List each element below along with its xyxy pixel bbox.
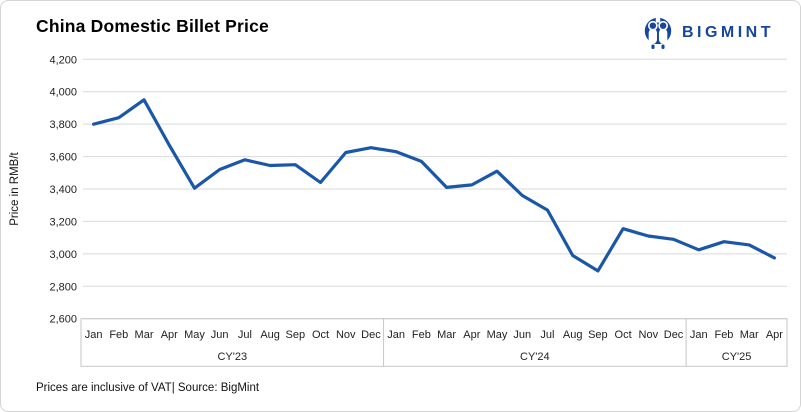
x-month-label: Aug (260, 329, 280, 341)
x-month-label: Jun (513, 329, 531, 341)
source-footnote: Prices are inclusive of VAT| Source: Big… (36, 382, 260, 394)
y-axis-title: Price in RMB/t (9, 151, 21, 225)
x-month-label: Apr (766, 329, 783, 341)
chart-title: China Domestic Billet Price (36, 16, 269, 36)
x-month-label: Mar (740, 329, 759, 341)
bigmint-logo-icon (644, 17, 672, 49)
x-month-label: Dec (361, 329, 381, 341)
x-month-label: Feb (109, 329, 128, 341)
x-month-label: Jan (387, 329, 405, 341)
x-month-label: Mar (135, 329, 154, 341)
bigmint-logo-text: BIGMINT (681, 24, 774, 41)
y-tick-label: 2,600 (49, 314, 77, 326)
x-year-label: CY'23 (217, 351, 247, 363)
y-tick-label: 3,400 (49, 184, 77, 196)
x-month-label: Feb (412, 329, 431, 341)
x-month-label: Dec (664, 329, 684, 341)
x-month-label: Apr (161, 329, 178, 341)
x-month-label: Oct (312, 329, 329, 341)
x-year-label: CY'25 (722, 351, 752, 363)
y-tick-labels: 2,600 2,800 3,000 3,200 3,400 3,600 3,800 4,000… (49, 54, 77, 325)
x-month-label: Nov (639, 329, 659, 341)
x-month-label: Jul (540, 329, 554, 341)
x-month-label: Feb (714, 329, 733, 341)
x-month-label: Jul (238, 329, 252, 341)
y-tick-label: 3,600 (49, 152, 77, 164)
y-tick-label: 3,200 (49, 216, 77, 228)
y-tick-label: 3,000 (49, 249, 77, 261)
x-month-label: Nov (336, 329, 356, 341)
billet-price-line (91, 98, 777, 273)
y-gridlines (83, 58, 787, 320)
x-axis-frame (80, 318, 788, 367)
x-month-label: May (487, 329, 508, 341)
x-year-label: CY'24 (520, 351, 550, 363)
x-year-labels: CY'23 CY'24 CY'25 (217, 351, 751, 363)
x-month-label: Mar (437, 329, 456, 341)
x-month-label: Jan (690, 329, 708, 341)
y-tick-label: 4,000 (49, 87, 77, 99)
x-month-label: Sep (286, 329, 306, 341)
x-month-label: Aug (563, 329, 583, 341)
x-month-label: Sep (588, 329, 608, 341)
y-tick-label: 3,800 (49, 119, 77, 131)
bigmint-logo: BIGMINT (643, 17, 774, 49)
x-month-label: Jan (85, 329, 103, 341)
x-month-label: Apr (463, 329, 480, 341)
x-month-labels: Jan Feb Mar Apr May Jun Jul Aug Sep Oct Nov Dec Jan F… (85, 329, 784, 341)
y-tick-label: 2,800 (49, 281, 77, 293)
x-month-label: Oct (615, 329, 632, 341)
x-month-label: May (184, 329, 205, 341)
x-month-label: Jun (211, 329, 229, 341)
y-tick-label: 4,200 (49, 54, 77, 66)
